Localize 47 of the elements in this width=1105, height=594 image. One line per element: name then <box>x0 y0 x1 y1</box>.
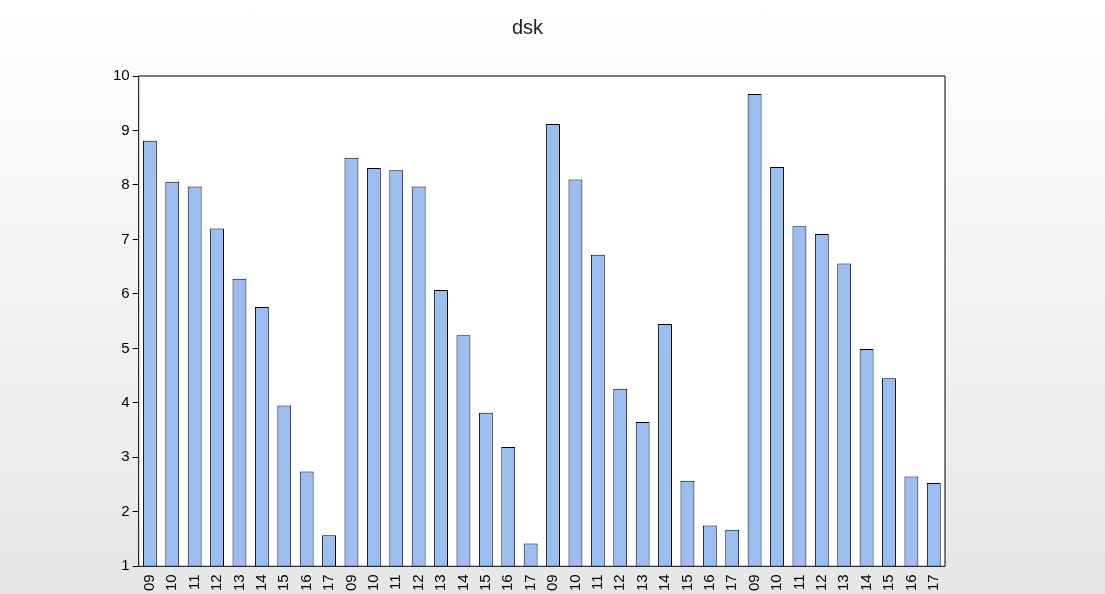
x-tick-label: 12 <box>811 574 829 591</box>
x-tick-label: 17 <box>520 574 538 591</box>
x-tick-label: 13 <box>632 574 650 591</box>
y-tick-label: 7 <box>121 229 130 247</box>
y-tick-label: 2 <box>121 501 130 519</box>
x-tick-label: 11 <box>789 574 807 590</box>
y-tick-label: 9 <box>121 120 130 138</box>
x-tick-label: 14 <box>453 574 471 591</box>
x-tick-label: 12 <box>207 574 225 591</box>
x-tick-label: 10 <box>162 574 180 591</box>
x-tick-label: 10 <box>565 574 583 591</box>
chart-title: dsk <box>511 15 545 38</box>
x-tick-label: 17 <box>923 574 941 591</box>
x-tick-label: 14 <box>252 574 270 591</box>
x-tick-label: 14 <box>655 574 673 591</box>
x-tick-label: 16 <box>296 574 314 591</box>
x-tick-label: 11 <box>184 574 202 590</box>
x-tick-label: 13 <box>834 574 852 591</box>
x-tick-label: 16 <box>699 574 717 591</box>
x-tick-label: 17 <box>319 574 337 591</box>
y-tick-label: 8 <box>121 175 130 193</box>
x-tick-label: 16 <box>901 574 919 591</box>
x-tick-label: 10 <box>767 574 785 591</box>
y-tick-label: 10 <box>113 66 130 84</box>
x-tick-label: 15 <box>274 574 292 591</box>
y-tick-label: 5 <box>121 338 130 356</box>
x-tick-label: 15 <box>677 574 695 591</box>
x-tick-label: 11 <box>386 574 404 590</box>
x-tick-label: 09 <box>140 574 158 591</box>
x-tick-label: 11 <box>587 574 605 590</box>
x-tick-label: 12 <box>610 574 628 591</box>
y-tick-label: 6 <box>121 284 130 302</box>
x-tick-label: 09 <box>744 574 762 591</box>
x-tick-label: 16 <box>498 574 516 591</box>
x-tick-label: 09 <box>341 574 359 591</box>
y-tick-label: 4 <box>121 393 130 411</box>
x-tick-label: 17 <box>722 574 740 591</box>
x-tick-label: 14 <box>856 574 874 591</box>
y-tick-label: 3 <box>121 447 130 465</box>
x-tick-label: 12 <box>408 574 426 591</box>
x-tick-label: 13 <box>431 574 449 591</box>
y-tick-label: 1 <box>121 556 130 574</box>
x-tick-label: 15 <box>475 574 493 591</box>
x-tick-label: 15 <box>879 574 897 591</box>
x-tick-label: 10 <box>364 574 381 591</box>
x-tick-label: 09 <box>543 574 561 591</box>
x-tick-label: 13 <box>229 574 247 591</box>
